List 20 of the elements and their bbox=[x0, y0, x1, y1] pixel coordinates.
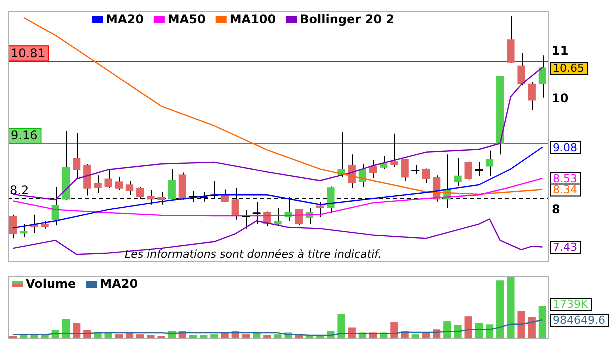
legend-label: Volume bbox=[26, 277, 76, 292]
y-tick-label: 8 bbox=[552, 202, 560, 217]
y-tick-label: 10 bbox=[552, 92, 569, 106]
annotation: Les informations sont données à titre indicatif. bbox=[125, 248, 382, 261]
y-tick-label: 11 bbox=[552, 44, 569, 58]
legend-label: Bollinger 20 2 bbox=[300, 12, 394, 26]
annotation: 10.65 bbox=[553, 62, 584, 75]
legend-label: MA20 bbox=[106, 12, 144, 26]
legend-label: MA20 bbox=[100, 277, 138, 292]
data-label: 9.08 bbox=[553, 141, 578, 154]
data-label: 7.43 bbox=[553, 241, 578, 254]
legend-label: MA100 bbox=[230, 12, 276, 26]
text: 1739K bbox=[553, 298, 589, 311]
data-label: 8.53 bbox=[553, 172, 578, 186]
ref-line-label: 8.2 bbox=[10, 183, 30, 198]
ref-line-label: 9.16 bbox=[11, 128, 38, 143]
text: 984649.6 bbox=[553, 314, 606, 327]
ref-line-label: 10.81 bbox=[11, 46, 46, 60]
data-label: 8.34 bbox=[553, 184, 578, 197]
legend-label: MA50 bbox=[168, 12, 206, 26]
